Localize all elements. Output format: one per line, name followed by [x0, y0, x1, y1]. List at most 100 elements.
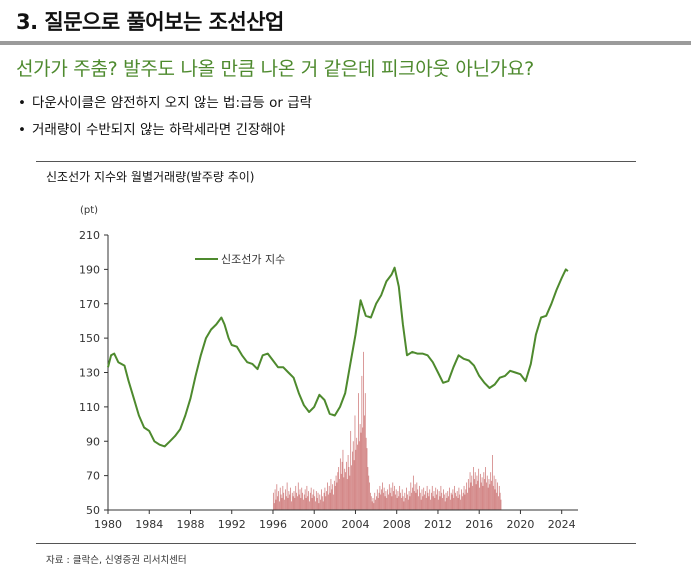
- volume-bar: [455, 496, 457, 510]
- volume-bar: [432, 496, 434, 510]
- volume-bar: [499, 492, 501, 510]
- volume-bar: [426, 485, 428, 510]
- volume-bar: [361, 375, 363, 510]
- bullet-mark: •: [18, 122, 26, 138]
- volume-bar: [382, 482, 383, 510]
- volume-bar: [447, 491, 449, 510]
- volume-bar: [368, 475, 370, 510]
- volume-bar: [356, 437, 358, 510]
- page-subtitle: 선가가 주춤? 발주도 나올 만큼 나온 거 같은데 피크아웃 아닌가요?: [16, 58, 534, 80]
- legend-label: 신조선가 지수: [221, 253, 285, 266]
- volume-bar: [457, 497, 459, 510]
- volume-bar: [412, 487, 413, 510]
- volume-bar: [417, 489, 419, 510]
- volume-bar: [309, 501, 310, 510]
- volume-bar: [449, 487, 450, 510]
- volume-bar: [471, 475, 473, 510]
- volume-bar: [352, 441, 354, 510]
- volume-bar: [395, 489, 397, 510]
- volume-bar: [371, 501, 373, 510]
- volume-bar: [338, 467, 340, 510]
- volume-bar: [327, 494, 329, 510]
- x-tick-label: 1996: [259, 518, 287, 531]
- volume-bar: [284, 499, 285, 510]
- volume-bar: [407, 499, 409, 510]
- x-tick-label: 2008: [383, 518, 411, 531]
- volume-bar: [339, 458, 341, 510]
- volume-bar: [343, 477, 345, 510]
- volume-bar: [444, 501, 446, 510]
- volume-bar: [459, 494, 461, 510]
- volume-bar: [289, 494, 291, 510]
- volume-bar: [467, 479, 469, 510]
- volume-bar: [458, 487, 460, 510]
- volume-bar: [498, 496, 499, 510]
- volume-bar: [277, 496, 279, 510]
- volume-bar: [493, 475, 495, 510]
- volume-bar: [427, 492, 429, 510]
- volume-bar: [425, 491, 426, 510]
- volume-bar: [443, 489, 444, 510]
- x-tick-label: 2024: [548, 518, 576, 531]
- volume-bar: [323, 492, 325, 510]
- volume-bar: [494, 489, 496, 510]
- volume-bar: [379, 485, 381, 510]
- y-tick-label: 130: [79, 367, 100, 380]
- volume-bar: [406, 487, 407, 510]
- volume-bar: [347, 455, 349, 510]
- volume-bar: [315, 491, 317, 510]
- bullet-item: • 다운사이클은 얌전하지 오지 않는 법:급등 or 급락: [18, 90, 312, 117]
- bullet-mark: •: [18, 95, 26, 111]
- volume-bar: [359, 424, 361, 510]
- volume-bar: [291, 501, 292, 510]
- volume-bar: [453, 497, 455, 510]
- volume-bar: [303, 494, 305, 510]
- volume-bar: [350, 430, 352, 510]
- volume-bar: [488, 479, 490, 510]
- volume-bar: [287, 497, 289, 510]
- volume-bar: [351, 451, 353, 510]
- y-tick-label: 210: [79, 229, 100, 242]
- volume-bar: [455, 492, 456, 510]
- volume-bar: [443, 494, 445, 510]
- volume-bar: [304, 489, 306, 510]
- volume-bar: [492, 485, 494, 510]
- volume-bar: [273, 503, 275, 510]
- volume-bar: [272, 492, 274, 510]
- volume-bar: [436, 494, 437, 510]
- y-tick-label: 170: [79, 298, 100, 311]
- x-tick-label: 2004: [341, 518, 369, 531]
- y-tick-label: 190: [79, 263, 100, 276]
- x-tick-label: 2016: [465, 518, 493, 531]
- volume-bar: [354, 415, 356, 510]
- volume-bar: [314, 496, 316, 510]
- volume-bar: [403, 501, 405, 510]
- volume-bar: [306, 485, 308, 510]
- volume-bar: [496, 492, 498, 510]
- volume-bar: [378, 492, 380, 510]
- volume-bar: [300, 497, 302, 510]
- volume-bar: [325, 496, 327, 510]
- volume-bar: [402, 496, 404, 510]
- volume-bar: [305, 497, 307, 510]
- volume-bar: [278, 501, 280, 510]
- volume-bar: [295, 485, 297, 510]
- volume-bar: [286, 482, 288, 510]
- x-tick-label: 2012: [424, 518, 452, 531]
- series-line-newbuilding-price-index: [107, 266, 569, 448]
- volume-bar: [449, 499, 451, 510]
- volume-bar: [416, 482, 418, 510]
- volume-bar: [487, 487, 489, 510]
- volume-bar: [341, 461, 343, 510]
- volume-bar: [321, 496, 323, 510]
- volume-bar: [400, 492, 401, 510]
- volume-bar: [351, 465, 352, 510]
- volume-bar: [330, 479, 332, 510]
- volume-bar: [392, 482, 394, 510]
- volume-bar: [274, 489, 276, 510]
- y-tick-label: 110: [79, 401, 100, 414]
- volume-bar: [342, 449, 344, 510]
- volume-bar: [376, 489, 378, 510]
- volume-bar: [321, 489, 322, 510]
- volume-bar: [276, 484, 278, 510]
